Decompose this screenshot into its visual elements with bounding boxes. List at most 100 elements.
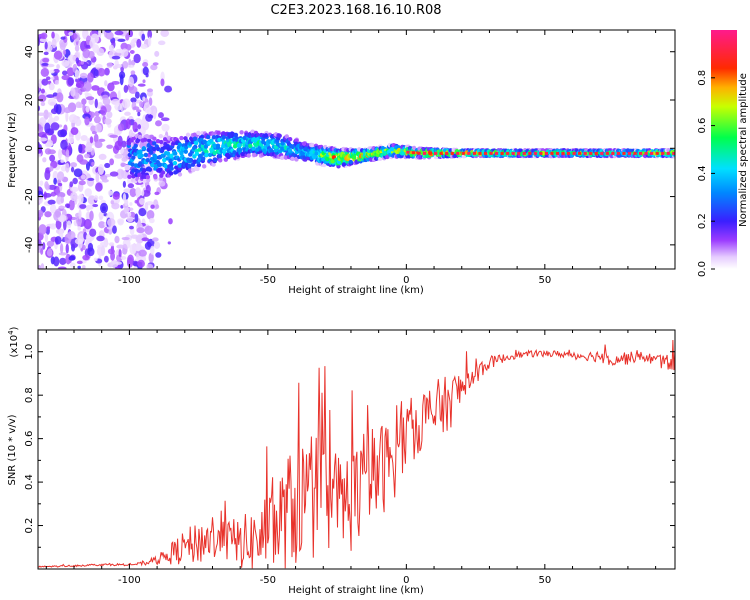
- spectrogram-noise-cell: [126, 257, 134, 268]
- spectrogram-noise-cell: [43, 109, 49, 120]
- spectrogram-ridge-cell: [273, 147, 279, 153]
- snr-y-label: SNR (10 * v/v): [7, 414, 18, 485]
- spectrogram-ridge-core: [428, 151, 432, 155]
- spectrogram-ridge-cell: [348, 159, 353, 165]
- spectrogram-noise-cell: [85, 141, 92, 151]
- spectrogram-noise-cell: [58, 252, 68, 256]
- spectrogram-ridge-cell: [389, 147, 395, 152]
- spectrogram-noise-cell: [40, 101, 46, 107]
- spectrogram-noise-cell: [123, 84, 129, 93]
- spectrogram-noise-cell: [154, 191, 160, 196]
- spectrogram-noise-cell: [157, 112, 164, 119]
- spectrogram-noise-cell: [141, 237, 150, 242]
- spectrogram-ridge-cell: [279, 155, 285, 160]
- spectrogram-ridge-cell: [236, 142, 242, 148]
- spectrogram-noise-cell: [134, 213, 139, 223]
- spectrogram-noise-cell: [59, 42, 66, 51]
- spectrogram-noise-cell: [89, 228, 97, 237]
- spectrogram-noise-cell: [121, 140, 127, 148]
- spectrogram-noise-cell: [53, 177, 57, 185]
- spectrogram-ridge-cell: [206, 134, 211, 140]
- spectrogram-noise-cell: [58, 205, 66, 209]
- spectrogram-noise-cell: [44, 41, 48, 50]
- spectrogram-noise-cell: [73, 168, 83, 178]
- spectrogram-noise-cell: [60, 139, 68, 150]
- spectrogram-noise-cell: [57, 266, 67, 269]
- spectrogram-noise-cell: [135, 245, 141, 252]
- spectrogram-noise-cell: [138, 197, 146, 205]
- spectrogram-noise-cell: [108, 44, 115, 52]
- snr-x-label: Height of straight line (km): [288, 585, 424, 596]
- spectrogram-noise-cell: [146, 209, 155, 220]
- spectrogram-noise-cell: [114, 102, 123, 111]
- spectrogram-noise-cell: [126, 216, 134, 223]
- spectrogram-noise-cell: [85, 44, 91, 48]
- spectrogram-ridge-cell: [185, 132, 191, 138]
- spectrogram-noise-cell: [132, 243, 136, 251]
- spectrogram-ridge-core: [622, 151, 626, 155]
- spectrogram-noise-cell: [78, 193, 84, 205]
- spectrogram-ridge-cell: [196, 130, 201, 136]
- spectrogram-noise-cell: [68, 199, 75, 211]
- spectrogram-ridge-core: [434, 151, 438, 155]
- spectrogram-noise-cell: [40, 67, 50, 77]
- spectrogram-noise-cell: [101, 178, 109, 183]
- spectrogram-ridge-core: [583, 151, 587, 155]
- spectrogram-noise-cell: [44, 181, 49, 190]
- spectrogram-ridge-core: [589, 151, 593, 155]
- spectrogram-noise-cell: [107, 82, 115, 92]
- spectrogram-noise-cell: [106, 226, 112, 230]
- spectrogram-noise-cell: [65, 243, 69, 254]
- spectrogram-noise-cell: [112, 225, 117, 234]
- spectrogram-noise-cell: [78, 180, 86, 186]
- spectrogram-noise-cell: [129, 225, 134, 230]
- spectrogram-ridge-core: [406, 150, 410, 154]
- spectrogram-frame: [37, 29, 676, 270]
- spectrogram-noise-cell: [130, 70, 136, 75]
- spectrogram-noise-cell: [42, 57, 50, 63]
- spectrogram-ridge-cell: [252, 152, 257, 158]
- spectrogram-noise-cell: [132, 121, 138, 133]
- spectrogram-noise-cell: [103, 255, 109, 263]
- spectrogram-noise-cell: [148, 217, 155, 224]
- spectrogram-noise-cell: [69, 181, 74, 188]
- spectrogram-noise-cell: [155, 204, 160, 209]
- spectrogram-noise-cell: [70, 166, 75, 173]
- spectrogram-ridge-core: [467, 151, 471, 155]
- spectrogram-ridge-core: [572, 151, 576, 155]
- spectrogram-noise-cell: [97, 164, 105, 176]
- spectrogram-ridge-cell: [127, 174, 132, 180]
- spectrogram-ridge-cell: [284, 134, 289, 139]
- spectrogram-noise-cell: [121, 236, 130, 241]
- spectrogram-ridge-cell: [301, 141, 307, 146]
- spectrogram-noise-cell: [117, 38, 126, 42]
- spectrogram-ridge-cell: [280, 141, 285, 146]
- spectrogram-noise-cell: [136, 38, 142, 48]
- spectrogram-ridge-cell: [218, 158, 223, 163]
- spectrogram-noise-cell: [128, 207, 134, 211]
- spectrogram-noise-cell: [85, 96, 95, 101]
- snr-y-tick-label: 0.6: [24, 431, 35, 447]
- spectrogram-ridge-cell: [262, 148, 267, 153]
- spectrogram-image: [38, 30, 675, 269]
- spectrogram-ridge-cell: [192, 159, 198, 164]
- spectrogram-ridge-cell: [141, 170, 146, 176]
- spectrogram-noise-cell: [143, 102, 151, 114]
- spectrogram-noise-cell: [82, 265, 86, 269]
- spectrogram-noise-cell: [104, 162, 111, 168]
- spectrogram-noise-cell: [110, 200, 115, 205]
- spectrogram-ridge-cell: [263, 133, 269, 138]
- spectrogram-ridge-core: [555, 151, 560, 155]
- spectrogram-x-tick-label: -100: [118, 275, 141, 286]
- spectrogram-noise-cell: [93, 195, 99, 201]
- spectrogram-noise-cell: [57, 171, 65, 181]
- spectrogram-noise-cell: [77, 226, 81, 231]
- spectrogram-ridge-core: [566, 151, 571, 155]
- spectrogram-ridge-core: [655, 151, 659, 155]
- spectrogram-ridge-cell: [239, 130, 244, 135]
- spectrogram-noise-cell: [139, 101, 144, 108]
- spectrogram-noise-cell: [80, 134, 88, 142]
- spectrogram-noise-cell: [80, 61, 85, 65]
- spectrogram-noise-cell: [106, 62, 113, 68]
- spectrogram-data: [38, 30, 675, 269]
